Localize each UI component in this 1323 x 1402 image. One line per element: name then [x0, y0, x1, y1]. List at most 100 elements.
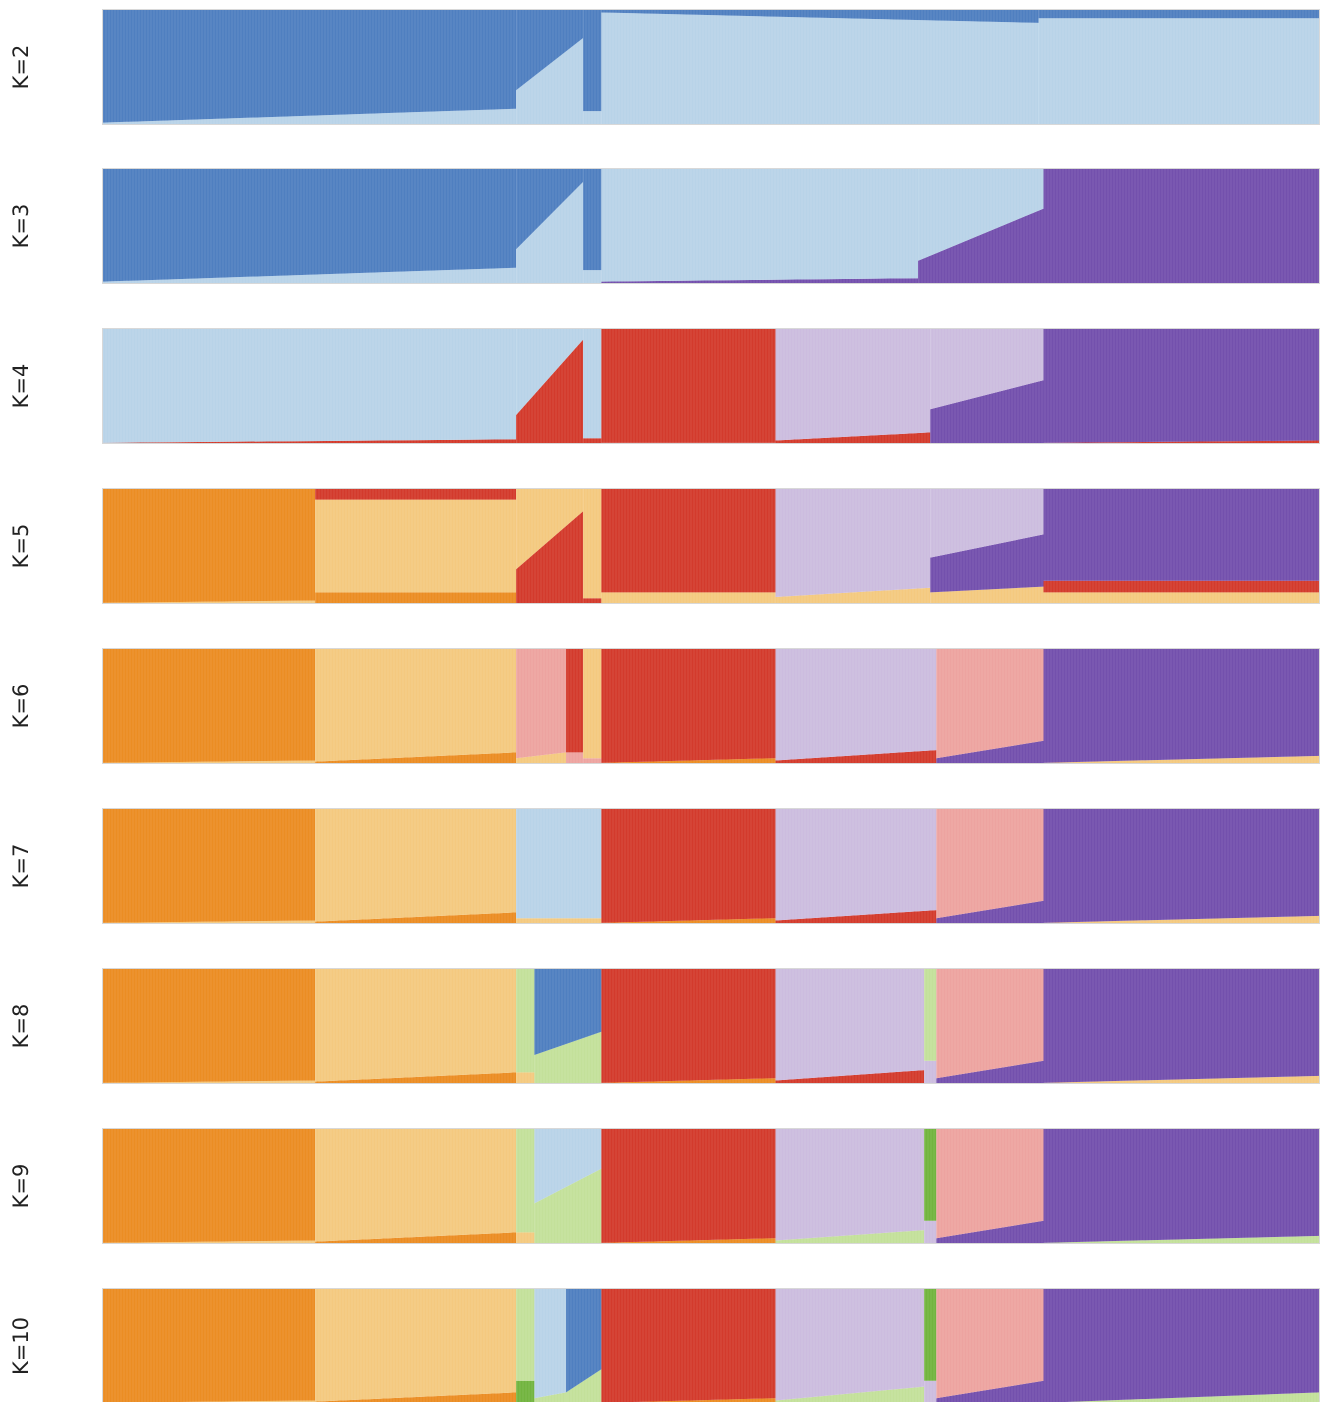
segment-orange-1 [315, 1072, 517, 1084]
segment-light-green-2 [516, 1128, 535, 1233]
panel-k-10: K=10 [9, 1288, 1320, 1402]
segment-purple-8 [1043, 968, 1320, 1083]
k-label: K=7 [9, 844, 33, 889]
panel-frame [102, 9, 1320, 125]
k-label: K=4 [9, 364, 33, 409]
segment-red-4 [601, 488, 776, 593]
segment-orange-1 [315, 912, 517, 924]
segment-tan-2 [516, 1232, 535, 1244]
segment-lavender-6 [775, 1288, 925, 1401]
segment-red-5 [601, 648, 776, 763]
segment-pink-8 [936, 1288, 1044, 1399]
panel-frame [102, 328, 1320, 444]
segment-light-blue-3 [534, 1128, 602, 1204]
segment-light-blue-2 [583, 270, 602, 284]
segment-lavender-7 [924, 1380, 937, 1402]
segment-dark-blue-0 [102, 9, 517, 123]
panel-k-2: K=2 [9, 9, 1320, 125]
individual-bars [102, 488, 1319, 604]
segment-light-blue-1 [516, 38, 584, 125]
segment-pink-2 [516, 648, 567, 759]
segment-orange-0 [102, 1128, 316, 1243]
segment-tan-2 [516, 752, 567, 764]
segment-red-4 [601, 1128, 776, 1243]
segment-tan-1 [315, 648, 517, 762]
segment-lavender-5 [775, 488, 931, 598]
segment-light-green-3 [534, 1031, 602, 1084]
segment-purple-9 [1043, 1288, 1320, 1402]
individual-bars [102, 168, 1319, 284]
segment-light-blue-2 [583, 328, 602, 439]
segment-dark-blue-1 [516, 9, 584, 91]
panel-frame [102, 488, 1320, 604]
segment-purple-7 [936, 1220, 1044, 1244]
segment-orange-0 [102, 648, 316, 763]
k-label: K=8 [9, 1004, 33, 1049]
k-label: K=5 [9, 524, 33, 569]
segment-purple-5 [1043, 168, 1320, 284]
segment-orange-1 [315, 752, 517, 764]
segment-green-7 [924, 1288, 937, 1381]
segment-dark-blue-3 [601, 9, 1039, 23]
individual-bars [102, 1288, 1319, 1402]
segment-purple-6 [930, 534, 1044, 593]
segment-orange-0 [102, 968, 316, 1083]
segment-pink-7 [936, 648, 1044, 759]
segment-red-4 [775, 910, 937, 924]
k-label: K=9 [9, 1164, 33, 1209]
segment-dark-blue-2 [583, 9, 602, 112]
k-label: K=10 [9, 1317, 33, 1375]
segment-light-blue-1 [516, 181, 584, 284]
segment-tan-2 [516, 488, 584, 570]
segment-red-1 [315, 488, 517, 500]
segment-tan-1 [315, 968, 517, 1082]
segment-tan-6 [930, 586, 1044, 604]
segment-purple-5 [930, 380, 1044, 444]
segment-light-blue-0 [102, 267, 517, 284]
segment-green-6 [924, 1128, 937, 1221]
segment-light-blue-4 [918, 168, 1044, 261]
segment-lavender-5 [930, 328, 1044, 410]
k-label: K=3 [9, 204, 33, 249]
segment-orange-1 [315, 1392, 517, 1402]
segment-lavender-6 [924, 1220, 937, 1244]
segment-lavender-6 [775, 648, 937, 761]
segment-red-4 [775, 432, 931, 444]
segment-tan-4 [583, 648, 602, 759]
segment-tan-1 [315, 1128, 517, 1242]
k-label: K=6 [9, 684, 33, 729]
k-label: K=2 [9, 45, 33, 90]
segment-light-green-4 [566, 1369, 602, 1402]
segment-light-blue-2 [583, 111, 602, 125]
segment-orange-0 [102, 488, 316, 603]
segment-dark-blue-2 [583, 168, 602, 271]
segment-light-blue-3 [601, 12, 1039, 125]
segment-light-blue-3 [601, 168, 919, 282]
segment-dark-blue-1 [516, 168, 584, 250]
individual-bars [102, 968, 1319, 1084]
segment-light-green-9 [1065, 1392, 1320, 1402]
segment-lavender-4 [775, 328, 931, 441]
panel-k-5: K=5 [9, 488, 1320, 604]
segment-light-blue-3 [534, 1288, 567, 1399]
segment-purple-8 [1043, 1128, 1320, 1243]
segment-pink-7 [936, 968, 1044, 1079]
segment-purple-3 [601, 278, 919, 284]
segment-purple-8 [936, 1380, 1044, 1402]
segment-purple-6 [1043, 328, 1320, 443]
segment-tan-5 [775, 587, 931, 604]
panel-k-7: K=7 [9, 808, 1320, 924]
segment-red-3 [566, 648, 584, 753]
segment-orange-4 [601, 1238, 776, 1244]
segment-lavender-5 [775, 1128, 925, 1241]
segment-light-green-2 [516, 968, 535, 1073]
segment-red-2 [583, 438, 602, 444]
segment-tan-1 [315, 808, 517, 922]
segment-tan-3 [583, 488, 602, 599]
segment-pink-7 [936, 1128, 1044, 1239]
segment-light-green-3 [534, 1392, 567, 1402]
segment-orange-0 [102, 808, 316, 923]
segment-light-blue-0 [102, 328, 517, 443]
segment-red-5 [775, 1070, 925, 1084]
